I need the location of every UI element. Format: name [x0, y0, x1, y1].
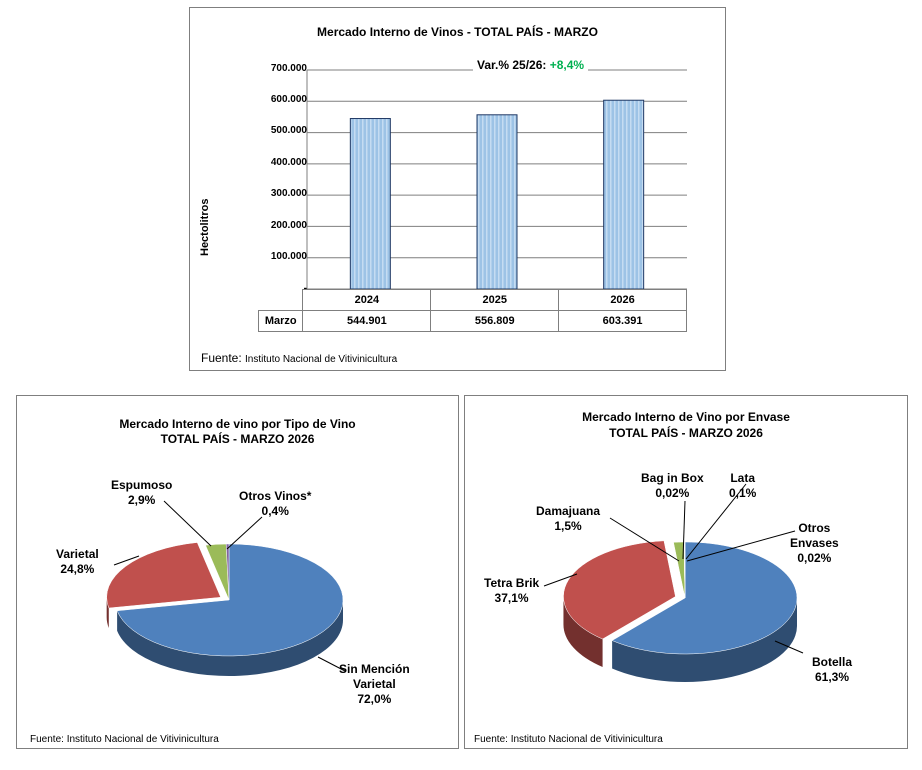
pie-wine-type-panel: Mercado Interno de vino por Tipo de Vino… — [16, 395, 459, 749]
pie2-label-lata: Lata 0,1% — [729, 471, 757, 500]
pie1-source: Fuente: Instituto Nacional de Vitivinicu… — [30, 734, 219, 745]
bar-2024 — [349, 118, 391, 290]
bar-2026 — [603, 99, 645, 290]
bar-2025 — [476, 114, 518, 290]
table-cell: 556.809 — [430, 310, 560, 332]
bar-chart-title: Mercado Interno de Vinos - TOTAL PAÍS - … — [317, 25, 598, 39]
pie1-label-varietal: Varietal 24,8% — [56, 547, 99, 576]
pie2-source: Fuente: Instituto Nacional de Vitivinicu… — [474, 734, 663, 745]
pie1-title-line2: TOTAL PAÍS - MARZO 2026 — [160, 432, 315, 446]
pie2-leader-4 — [685, 483, 747, 560]
variation-text: Var.% 25/26: — [477, 58, 550, 72]
source-text: Instituto Nacional de Vitivinicultura — [245, 354, 398, 365]
pie1-side-0 — [117, 600, 343, 676]
pie1-label-espumoso: Espumoso 2,9% — [111, 478, 173, 507]
pie2-title-line1: Mercado Interno de Vino por Envase — [582, 410, 790, 424]
y-tick: 600.000 — [270, 94, 307, 105]
pie1-leader-2 — [163, 500, 212, 547]
pie2-slice-0 — [611, 541, 798, 655]
bar-chart-panel: Mercado Interno de Vinos - TOTAL PAÍS - … — [189, 7, 726, 371]
pie2-slice-1 — [563, 540, 676, 640]
pie-container-panel: Mercado Interno de Vino por Envase TOTAL… — [464, 395, 908, 749]
pie1-slice-3 — [225, 543, 230, 601]
pie2-side-1 — [563, 596, 603, 668]
y-axis-label: Hectolitros — [199, 198, 211, 256]
pie2-label-damajuana: Damajuana 1,5% — [536, 504, 601, 533]
pie2-plot — [543, 483, 804, 683]
y-tick: 300.000 — [270, 188, 307, 199]
y-tick: 500.000 — [270, 125, 307, 136]
pie2-label-otros-envases: Otros Envases 0,02% — [790, 521, 839, 565]
pie1-label-otros-vinos: Otros Vinos* 0,4% — [239, 489, 312, 518]
pie1-label-sin-mencion: Sin Mención Varietal 72,0% — [339, 662, 410, 706]
pie1-title-line1: Mercado Interno de vino por Tipo de Vino — [119, 417, 356, 431]
table-cell: 603.391 — [558, 310, 687, 332]
y-tick: - — [303, 283, 307, 294]
data-table: 2024 2025 2026 Marzo 544.901 556.809 603… — [257, 289, 687, 332]
bar-chart-plot — [306, 69, 687, 290]
pie1-plot — [106, 500, 346, 676]
table-series-name: Marzo — [257, 310, 304, 332]
pie2-label-tetra-brik: Tetra Brik 37,1% — [484, 576, 540, 605]
bar-chart-source: Fuente: Instituto Nacional de Vitivinicu… — [201, 351, 397, 365]
table-cell: 544.901 — [302, 310, 432, 332]
pie2-label-bag-in-box: Bag in Box 0,02% — [641, 471, 704, 500]
pie2-title-line2: TOTAL PAÍS - MARZO 2026 — [609, 426, 763, 440]
pie1-leader-0 — [317, 656, 346, 672]
table-cell: 2024 — [302, 289, 432, 311]
table-header-row: 2024 2025 2026 — [258, 289, 687, 311]
pie2-leader-3 — [682, 500, 686, 560]
pie1-leader-1 — [113, 555, 140, 566]
variation-value: +8,4% — [549, 58, 585, 72]
pie2-leader-2 — [609, 517, 680, 562]
table-row: Marzo 544.901 556.809 603.391 — [257, 310, 687, 332]
pie2-leader-1 — [543, 573, 578, 587]
pie1-leader-3 — [226, 516, 263, 550]
pie1-side-1 — [106, 597, 109, 629]
pie2-side-0 — [612, 598, 797, 683]
y-tick: 100.000 — [270, 251, 307, 262]
y-tick: 200.000 — [270, 220, 307, 231]
variation-label: Var.% 25/26: +8,4% — [473, 58, 589, 72]
source-label: Fuente: — [201, 351, 246, 365]
pie2-label-botella: Botella 61,3% — [812, 655, 853, 684]
pie1-slice-1 — [106, 542, 222, 609]
y-tick: 700.000 — [270, 63, 307, 74]
table-cell: 2025 — [430, 289, 560, 311]
table-cell: 2026 — [558, 289, 687, 311]
y-tick: 400.000 — [270, 157, 307, 168]
pie2-leader-5 — [686, 530, 796, 562]
pie1-slice-0 — [116, 543, 344, 657]
pie2-leader-0 — [774, 640, 804, 654]
